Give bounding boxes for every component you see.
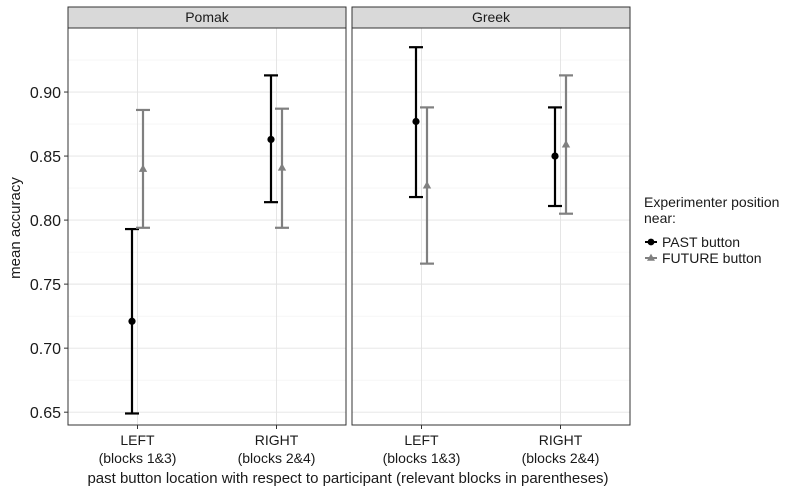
- legend-item: PAST button: [645, 234, 740, 250]
- x-tick-label-sub: (blocks 2&4): [522, 450, 600, 466]
- errorbar-triangle: [275, 107, 289, 229]
- y-tick-label: 0.90: [30, 85, 61, 102]
- x-tick-label: RIGHT: [255, 432, 299, 448]
- panel-border: [351, 27, 631, 426]
- strip-label: Greek: [472, 9, 511, 25]
- legend-key-point: [647, 253, 655, 261]
- legend-title-line2: near:: [644, 210, 676, 226]
- errorbar-triangle: [559, 74, 573, 215]
- mean-point: [277, 163, 287, 171]
- legend-label: PAST button: [662, 234, 740, 250]
- mean-point: [422, 181, 432, 189]
- mean-point: [267, 135, 275, 144]
- legend-label: FUTURE button: [662, 250, 762, 266]
- x-tick-label-sub: (blocks 1&3): [99, 450, 177, 466]
- mean-point: [551, 152, 559, 160]
- errorbar-circle: [548, 106, 562, 208]
- x-tick-label-sub: (blocks 1&3): [383, 450, 461, 466]
- errorbar-circle: [409, 46, 423, 199]
- legend: Experimenter position near: PAST buttonF…: [644, 194, 779, 266]
- errorbar-circle: [125, 227, 139, 415]
- errorbar-triangle: [136, 108, 150, 229]
- panel-greek: Greek: [351, 6, 631, 426]
- y-tick-label: 0.80: [30, 213, 61, 230]
- x-axis: LEFT (blocks 1&3) RIGHT (blocks 2&4) LEFT (bl…: [99, 425, 600, 466]
- y-axis: 0.65 0.70 0.75 0.80 0.85 0.90: [30, 85, 68, 422]
- x-tick-label: RIGHT: [539, 432, 583, 448]
- legend-key-point: [647, 238, 655, 246]
- panel-pomak: Pomak: [67, 6, 347, 426]
- x-tick-label: LEFT: [120, 432, 155, 448]
- legend-item: FUTURE button: [645, 250, 762, 266]
- y-tick-label: 0.70: [30, 341, 61, 358]
- x-tick-label: LEFT: [404, 432, 439, 448]
- strip-label: Pomak: [185, 9, 230, 25]
- mean-point: [138, 164, 148, 172]
- y-tick-label: 0.65: [30, 405, 61, 422]
- mean-point: [412, 117, 420, 126]
- mean-point: [561, 140, 571, 148]
- legend-title-line1: Experimenter position: [644, 194, 779, 210]
- y-tick-label: 0.75: [30, 277, 61, 294]
- x-tick-label-sub: (blocks 2&4): [238, 450, 316, 466]
- errorbar-triangle: [420, 106, 434, 265]
- y-axis-title: mean accuracy: [7, 177, 24, 279]
- mean-point: [128, 317, 136, 325]
- y-tick-label: 0.85: [30, 149, 61, 166]
- panels-layer: Pomak Greek: [67, 6, 631, 426]
- errorbar-circle: [264, 74, 278, 204]
- x-axis-title: past button location with respect to par…: [87, 470, 608, 487]
- panel-border: [67, 27, 347, 426]
